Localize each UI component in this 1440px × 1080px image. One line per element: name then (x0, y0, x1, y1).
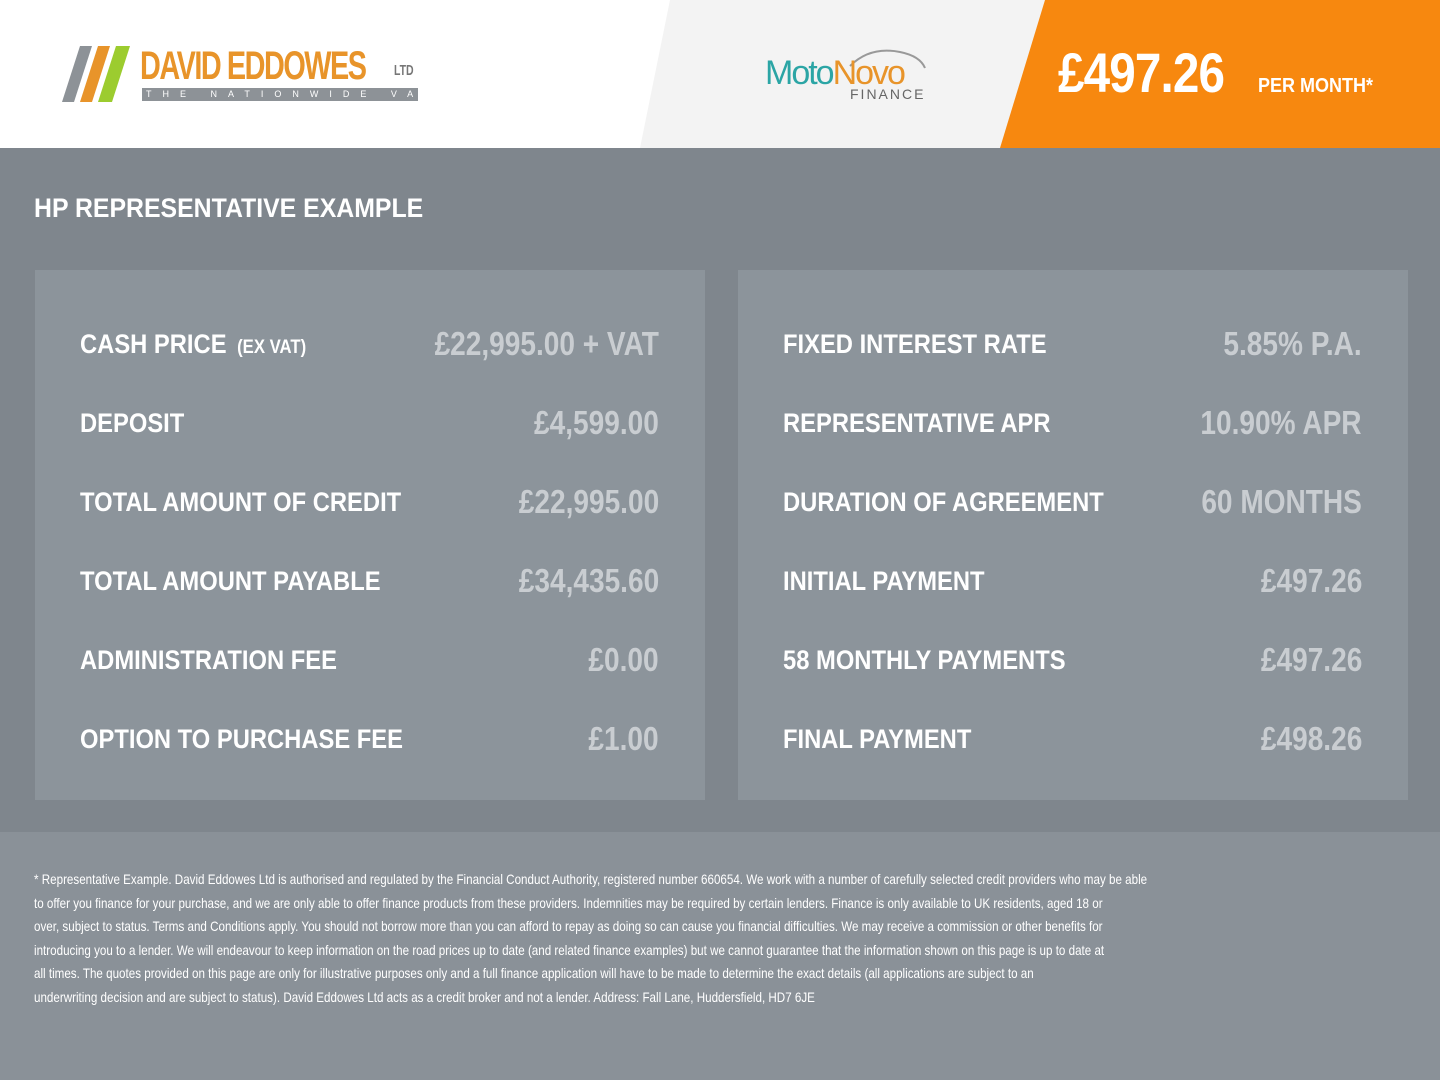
header-grey-section (640, 0, 1060, 148)
motonovo-logo: MotoNovo FINANCE (765, 44, 945, 106)
monthly-price: £497.26 (1058, 41, 1225, 104)
row-interest-rate: FIXED INTEREST RATE 5.85% P.A. (783, 325, 1362, 362)
row-admin-fee: ADMINISTRATION FEE £0.00 (80, 641, 659, 678)
row-initial-payment: INITIAL PAYMENT £497.26 (783, 562, 1362, 599)
header-price-section (1000, 0, 1440, 148)
row-cash-price: CASH PRICE (EX VAT) £22,995.00 + VAT (80, 325, 659, 362)
row-total-payable: TOTAL AMOUNT PAYABLE £34,435.60 (80, 562, 659, 599)
section-title: HP REPRESENTATIVE EXAMPLE (34, 193, 424, 223)
disclaimer: * Representative Example. David Eddowes … (34, 871, 1148, 1005)
row-duration: DURATION OF AGREEMENT 60 MONTHS (783, 483, 1362, 520)
per-month-label: PER MONTH* (1258, 75, 1374, 97)
car-swoosh-icon (849, 49, 926, 69)
right-panel: FIXED INTEREST RATE 5.85% P.A. REPRESENTA… (738, 270, 1408, 800)
row-total-credit: TOTAL AMOUNT OF CREDIT £22,995.00 (80, 483, 659, 520)
row-deposit: DEPOSIT £4,599.00 (80, 404, 659, 441)
row-apr: REPRESENTATIVE APR 10.90% APR (783, 404, 1362, 441)
header: DAVID EDDOWES LTD THE NATIONWIDE VAN CEN… (0, 0, 1440, 148)
dealer-logo: DAVID EDDOWES LTD THE NATIONWIDE VAN CEN… (62, 44, 432, 104)
row-option-fee: OPTION TO PURCHASE FEE £1.00 (80, 720, 659, 757)
row-monthly-payments: 58 MONTHLY PAYMENTS £497.26 (783, 641, 1362, 678)
left-panel: CASH PRICE (EX VAT) £22,995.00 + VAT DEPO… (35, 270, 705, 800)
row-final-payment: FINAL PAYMENT £498.26 (783, 720, 1362, 757)
stripes-logo-icon (62, 46, 130, 102)
